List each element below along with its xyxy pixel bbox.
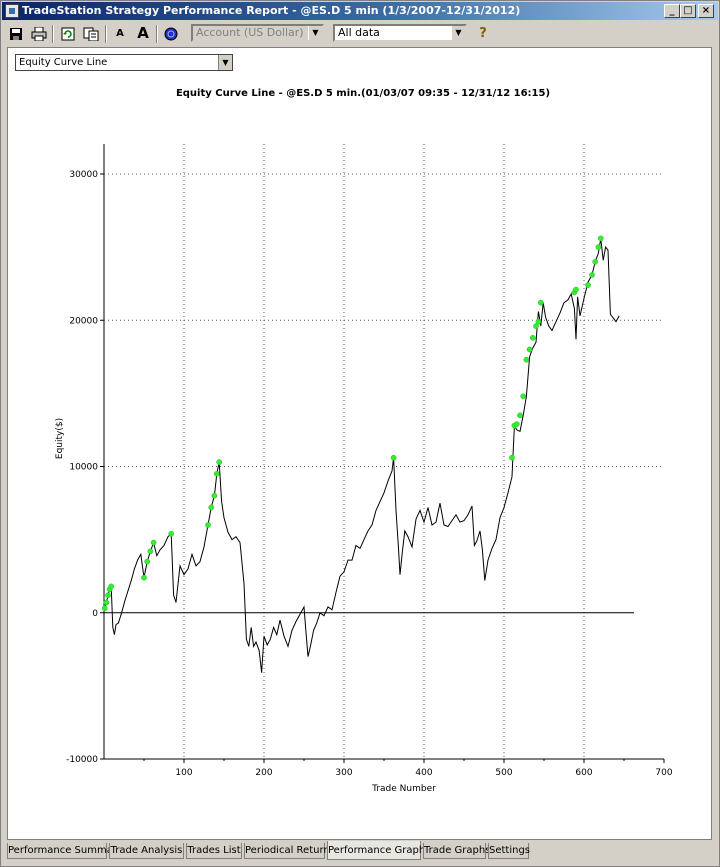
x-tick-label: 700: [655, 768, 672, 778]
app-icon: [5, 4, 19, 18]
new-high-marker: [168, 530, 175, 537]
font-decrease-icon[interactable]: A: [116, 28, 124, 39]
new-high-marker: [205, 522, 211, 528]
toolbar: A A Account (US Dollar) ▼ All data ▼ ?: [2, 22, 718, 46]
new-high-marker: [103, 599, 110, 606]
new-high-marker: [589, 272, 595, 278]
equity-chart: Equity Curve Line - @ES.D 5 min.(01/03/0…: [55, 88, 673, 794]
title-bar[interactable]: TradeStation Strategy Performance Report…: [2, 2, 718, 20]
tab-settings[interactable]: Settings: [488, 843, 530, 859]
new-high-marker: [592, 258, 599, 265]
help-icon[interactable]: ?: [479, 26, 487, 41]
chevron-down-icon[interactable]: ▼: [451, 26, 465, 40]
refresh-icon[interactable]: [57, 23, 79, 44]
new-high-marker: [213, 470, 220, 477]
tab-performance-graphs[interactable]: Performance Graphs: [327, 841, 430, 860]
x-tick-label: 100: [175, 768, 192, 778]
new-high-marker: [216, 459, 223, 465]
new-high-marker: [535, 318, 542, 325]
new-high-marker: [390, 454, 397, 461]
x-tick-label: 200: [255, 768, 272, 778]
tab-performance-summary[interactable]: Performance Summary: [7, 843, 123, 859]
period-select[interactable]: All data ▼: [333, 24, 467, 42]
tab-trade-graphs[interactable]: Trade Graphs: [423, 843, 490, 859]
tab-trades-list[interactable]: Trades List: [186, 843, 242, 859]
new-high-marker: [147, 548, 154, 555]
new-high-marker: [509, 454, 515, 461]
new-high-marker: [537, 299, 544, 306]
new-high-marker: [208, 504, 215, 511]
y-tick-label: 10000: [69, 463, 98, 473]
x-tick-label: 400: [415, 768, 432, 778]
y-tick-label: 20000: [69, 316, 98, 326]
new-high-marker: [573, 286, 579, 293]
y-tick-label: 30000: [69, 170, 98, 180]
maximize-button[interactable]: □: [680, 4, 696, 18]
x-axis-label: Trade Number: [371, 784, 436, 794]
x-tick-label: 600: [575, 768, 592, 778]
tab-trade-analysis[interactable]: Trade Analysis: [109, 843, 184, 859]
toolbar-separator: [156, 25, 158, 43]
new-high-marker: [529, 334, 536, 341]
y-tick-label: -10000: [66, 755, 98, 765]
copy-icon[interactable]: [80, 23, 102, 44]
new-high-marker: [211, 492, 218, 499]
x-tick-label: 500: [495, 768, 512, 778]
graph-type-select[interactable]: Equity Curve Line ▼: [15, 54, 233, 71]
equity-line: [104, 238, 620, 673]
window-title: TradeStation Strategy Performance Report…: [22, 4, 521, 17]
performance-graph-panel: Equity Curve Line ▼ Equity Curve Line - …: [7, 47, 712, 840]
x-tick-label: 300: [335, 768, 352, 778]
new-high-marker: [595, 244, 602, 250]
new-high-marker: [150, 539, 157, 546]
new-high-marker: [517, 412, 523, 419]
new-high-marker: [520, 393, 527, 400]
save-icon[interactable]: [5, 23, 27, 44]
new-high-marker: [523, 356, 530, 363]
globe-icon[interactable]: [160, 23, 182, 44]
new-high-marker: [585, 282, 591, 288]
new-high-marker: [141, 574, 147, 581]
y-tick-label: 0: [92, 609, 98, 619]
chevron-down-icon: ▼: [308, 26, 322, 40]
chevron-down-icon[interactable]: ▼: [218, 55, 232, 70]
new-high-marker: [526, 346, 533, 353]
account-select-value: Account (US Dollar): [196, 26, 304, 39]
report-tabs: Performance Summary Trade Analysis Trades …: [7, 841, 712, 861]
new-high-marker: [533, 323, 539, 329]
y-axis-label: Equity($): [55, 418, 65, 459]
new-high-marker: [144, 558, 151, 565]
tab-periodical-returns[interactable]: Periodical Returns: [244, 843, 335, 859]
print-icon[interactable]: [28, 23, 50, 44]
new-high-marker: [105, 592, 111, 599]
new-high-marker: [101, 605, 108, 612]
new-high-marker: [513, 421, 520, 427]
graph-type-value: Equity Curve Line: [19, 57, 108, 68]
new-high-marker: [108, 583, 115, 590]
minimize-button[interactable]: _: [664, 4, 680, 18]
account-select: Account (US Dollar) ▼: [191, 24, 324, 42]
period-select-value: All data: [338, 26, 380, 39]
toolbar-separator: [105, 25, 107, 43]
chart-title: Equity Curve Line - @ES.D 5 min.(01/03/0…: [176, 88, 550, 99]
toolbar-separator: [52, 25, 54, 43]
close-button[interactable]: ×: [698, 4, 714, 18]
new-high-marker: [597, 235, 604, 242]
font-increase-icon[interactable]: A: [137, 24, 149, 42]
